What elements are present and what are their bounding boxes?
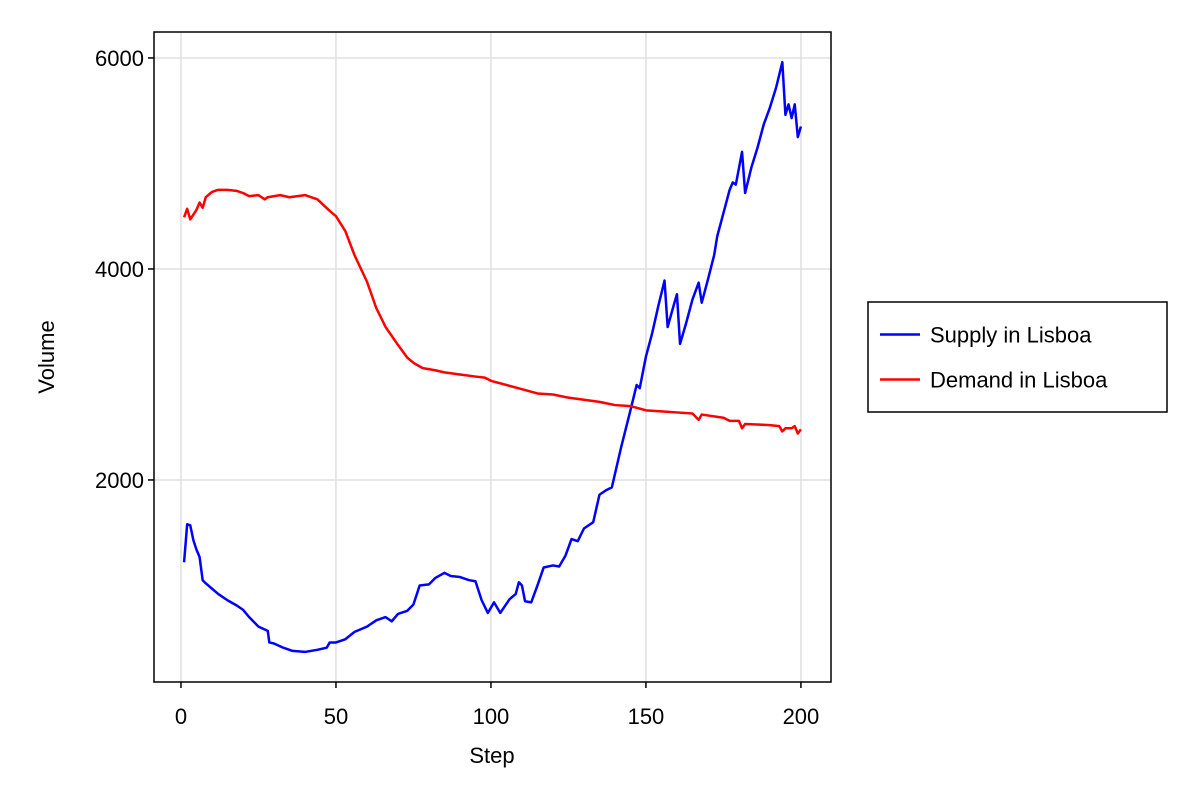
x-tick-label: 150 — [628, 704, 665, 729]
plot-frame — [153, 31, 832, 683]
y-tick-label: 2000 — [95, 468, 144, 493]
x-axis-label: Step — [469, 743, 514, 768]
series-line — [182, 60, 803, 654]
legend-box — [867, 301, 1168, 413]
y-axis-label: Volume — [34, 320, 59, 393]
x-tick-label: 50 — [324, 704, 348, 729]
x-tick-label: 200 — [783, 704, 820, 729]
series-line — [182, 188, 802, 435]
legend-label: Supply in Lisboa — [930, 323, 1092, 348]
y-tick-label: 4000 — [95, 257, 144, 282]
legend-label: Demand in Lisboa — [930, 368, 1108, 393]
x-tick-label: 0 — [175, 704, 187, 729]
y-tick-label: 6000 — [95, 46, 144, 71]
x-tick-label: 100 — [473, 704, 510, 729]
